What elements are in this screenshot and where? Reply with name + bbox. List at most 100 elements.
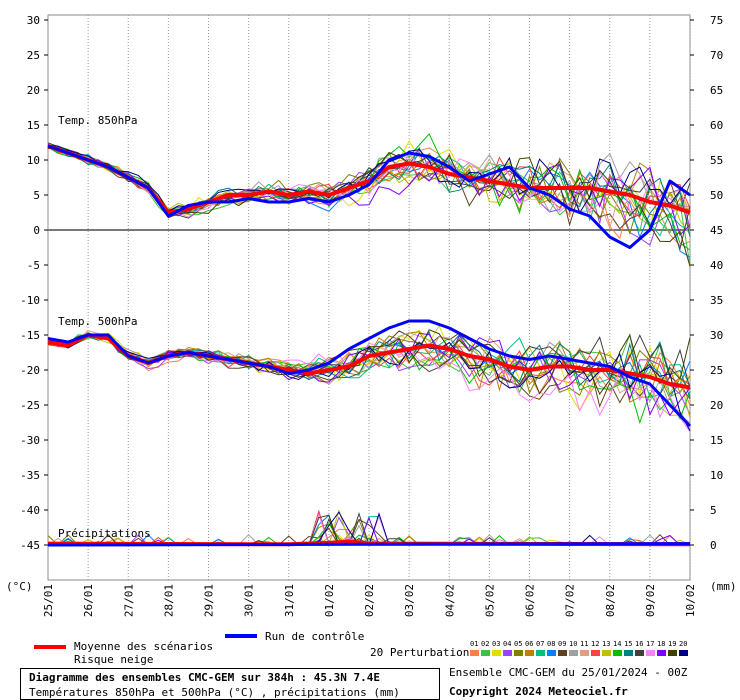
date-tick-label: 29/01 <box>203 584 216 617</box>
left-tick-label: 5 <box>33 189 40 202</box>
perturbations-label: 20 Perturbations <box>370 646 476 659</box>
left-tick-label: -40 <box>20 504 40 517</box>
left-tick-label: 25 <box>27 49 40 62</box>
perturbation-swatch-09 <box>558 650 567 656</box>
perturbation-swatch-03 <box>492 650 501 656</box>
perturbation-swatch-20 <box>679 650 688 656</box>
left-tick-label: -5 <box>27 259 40 272</box>
right-tick-label: 75 <box>710 14 723 27</box>
perturbation-swatch-07 <box>536 650 545 656</box>
perturbation-number: 12 <box>591 640 600 648</box>
left-tick-label: 30 <box>27 14 40 27</box>
left-tick-label: -25 <box>20 399 40 412</box>
right-tick-label: 55 <box>710 154 723 167</box>
perturbation-number: 11 <box>580 640 589 648</box>
perturbation-swatch-13 <box>602 650 611 656</box>
perturbation-number: 18 <box>657 640 666 648</box>
run-info: Ensemble CMC-GEM du 25/01/2024 - 00Z <box>449 666 688 679</box>
left-tick-label: 15 <box>27 119 40 132</box>
right-tick-label: 45 <box>710 224 723 237</box>
date-tick-label: 10/02 <box>684 584 697 617</box>
perturbation-swatch-06 <box>525 650 534 656</box>
section-label-precip: Précipitations <box>58 527 151 540</box>
control-precip-line <box>47 542 691 547</box>
perturbation-number: 20 <box>679 640 688 648</box>
perturbation-swatch-17 <box>646 650 655 656</box>
perturbation-number: 08 <box>547 640 556 648</box>
perturbation-number: 05 <box>514 640 523 648</box>
section-label-t850: Temp. 850hPa <box>58 114 137 127</box>
perturbation-number: 15 <box>624 640 633 648</box>
left-tick-label: -20 <box>20 364 40 377</box>
date-tick-label: 27/01 <box>122 584 135 617</box>
date-tick-label: 31/01 <box>283 584 296 617</box>
control-label: Run de contrôle <box>265 630 365 643</box>
perturbation-number: 10 <box>569 640 578 648</box>
left-tick-label: -45 <box>20 539 40 552</box>
left-tick-label: 0 <box>33 224 40 237</box>
right-tick-label: 70 <box>710 49 723 62</box>
perturbation-number: 19 <box>668 640 677 648</box>
perturbation-number: 02 <box>481 640 490 648</box>
left-tick-label: 20 <box>27 84 40 97</box>
right-tick-label: 35 <box>710 294 723 307</box>
right-tick-label: 65 <box>710 84 723 97</box>
left-tick-label: -35 <box>20 469 40 482</box>
date-tick-label: 08/02 <box>604 584 617 617</box>
right-tick-label: 20 <box>710 399 723 412</box>
date-tick-label: 25/01 <box>42 584 55 617</box>
control-t500-line <box>47 319 692 428</box>
perturbation-number: 16 <box>635 640 644 648</box>
perturbation-number: 09 <box>558 640 567 648</box>
right-tick-label: 50 <box>710 189 723 202</box>
title-box: Diagramme des ensembles CMC-GEM sur 384h… <box>20 668 440 700</box>
perturbation-number: 06 <box>525 640 534 648</box>
main-lines <box>47 144 692 547</box>
copyright: Copyright 2024 Meteociel.fr <box>449 685 628 698</box>
perturbation-swatch-04 <box>503 650 512 656</box>
mean-swatch <box>34 645 66 649</box>
left-tick-label: 10 <box>27 154 40 167</box>
perturbation-number: 03 <box>492 640 501 648</box>
left-tick-label: -10 <box>20 294 40 307</box>
date-axis-ticks: 25/01 26/01 27/01 28/01 29/01 30/01 31/01 01/02… <box>42 584 697 617</box>
left-tick-label: -30 <box>20 434 40 447</box>
right-tick-label: 25 <box>710 364 723 377</box>
left-axis-unit: (°C) <box>6 580 33 593</box>
right-tick-label: 5 <box>710 504 717 517</box>
right-tick-label: 0 <box>710 539 717 552</box>
right-tick-label: 15 <box>710 434 723 447</box>
date-tick-label: 04/02 <box>443 584 456 617</box>
right-axis-unit: (mm) <box>710 580 737 593</box>
perturbation-swatch-05 <box>514 650 523 656</box>
perturbation-swatch-01 <box>470 650 479 656</box>
right-tick-label: 10 <box>710 469 723 482</box>
perturbation-swatch-18 <box>657 650 666 656</box>
perturbation-swatch-10 <box>569 650 578 656</box>
date-tick-label: 06/02 <box>524 584 537 617</box>
perturbation-swatch-15 <box>624 650 633 656</box>
perturbation-20-t850 <box>47 144 691 214</box>
perturbation-swatch-12 <box>591 650 600 656</box>
date-tick-label: 05/02 <box>483 584 496 617</box>
perturbation-number: 17 <box>646 640 655 648</box>
date-tick-label: 30/01 <box>243 584 256 617</box>
right-tick-label: 30 <box>710 329 723 342</box>
perturbation-swatch-14 <box>613 650 622 656</box>
mean-label: Moyenne des scénarios <box>74 640 214 653</box>
perturbation-number: 13 <box>602 640 611 648</box>
perturbation-swatch-11 <box>580 650 589 656</box>
date-tick-label: 26/01 <box>82 584 95 617</box>
right-tick-label: 40 <box>710 259 723 272</box>
right-tick-label: 60 <box>710 119 723 132</box>
control-swatch <box>225 634 257 638</box>
control-t850-line <box>47 144 691 249</box>
perturbation-swatch-08 <box>547 650 556 656</box>
date-tick-label: 07/02 <box>564 584 577 617</box>
date-tick-label: 09/02 <box>644 584 657 617</box>
perturbation-number: 04 <box>503 640 512 648</box>
date-tick-label: 03/02 <box>403 584 416 617</box>
chart-subtitle: Températures 850hPa et 500hPa (°C) , pré… <box>29 686 400 699</box>
